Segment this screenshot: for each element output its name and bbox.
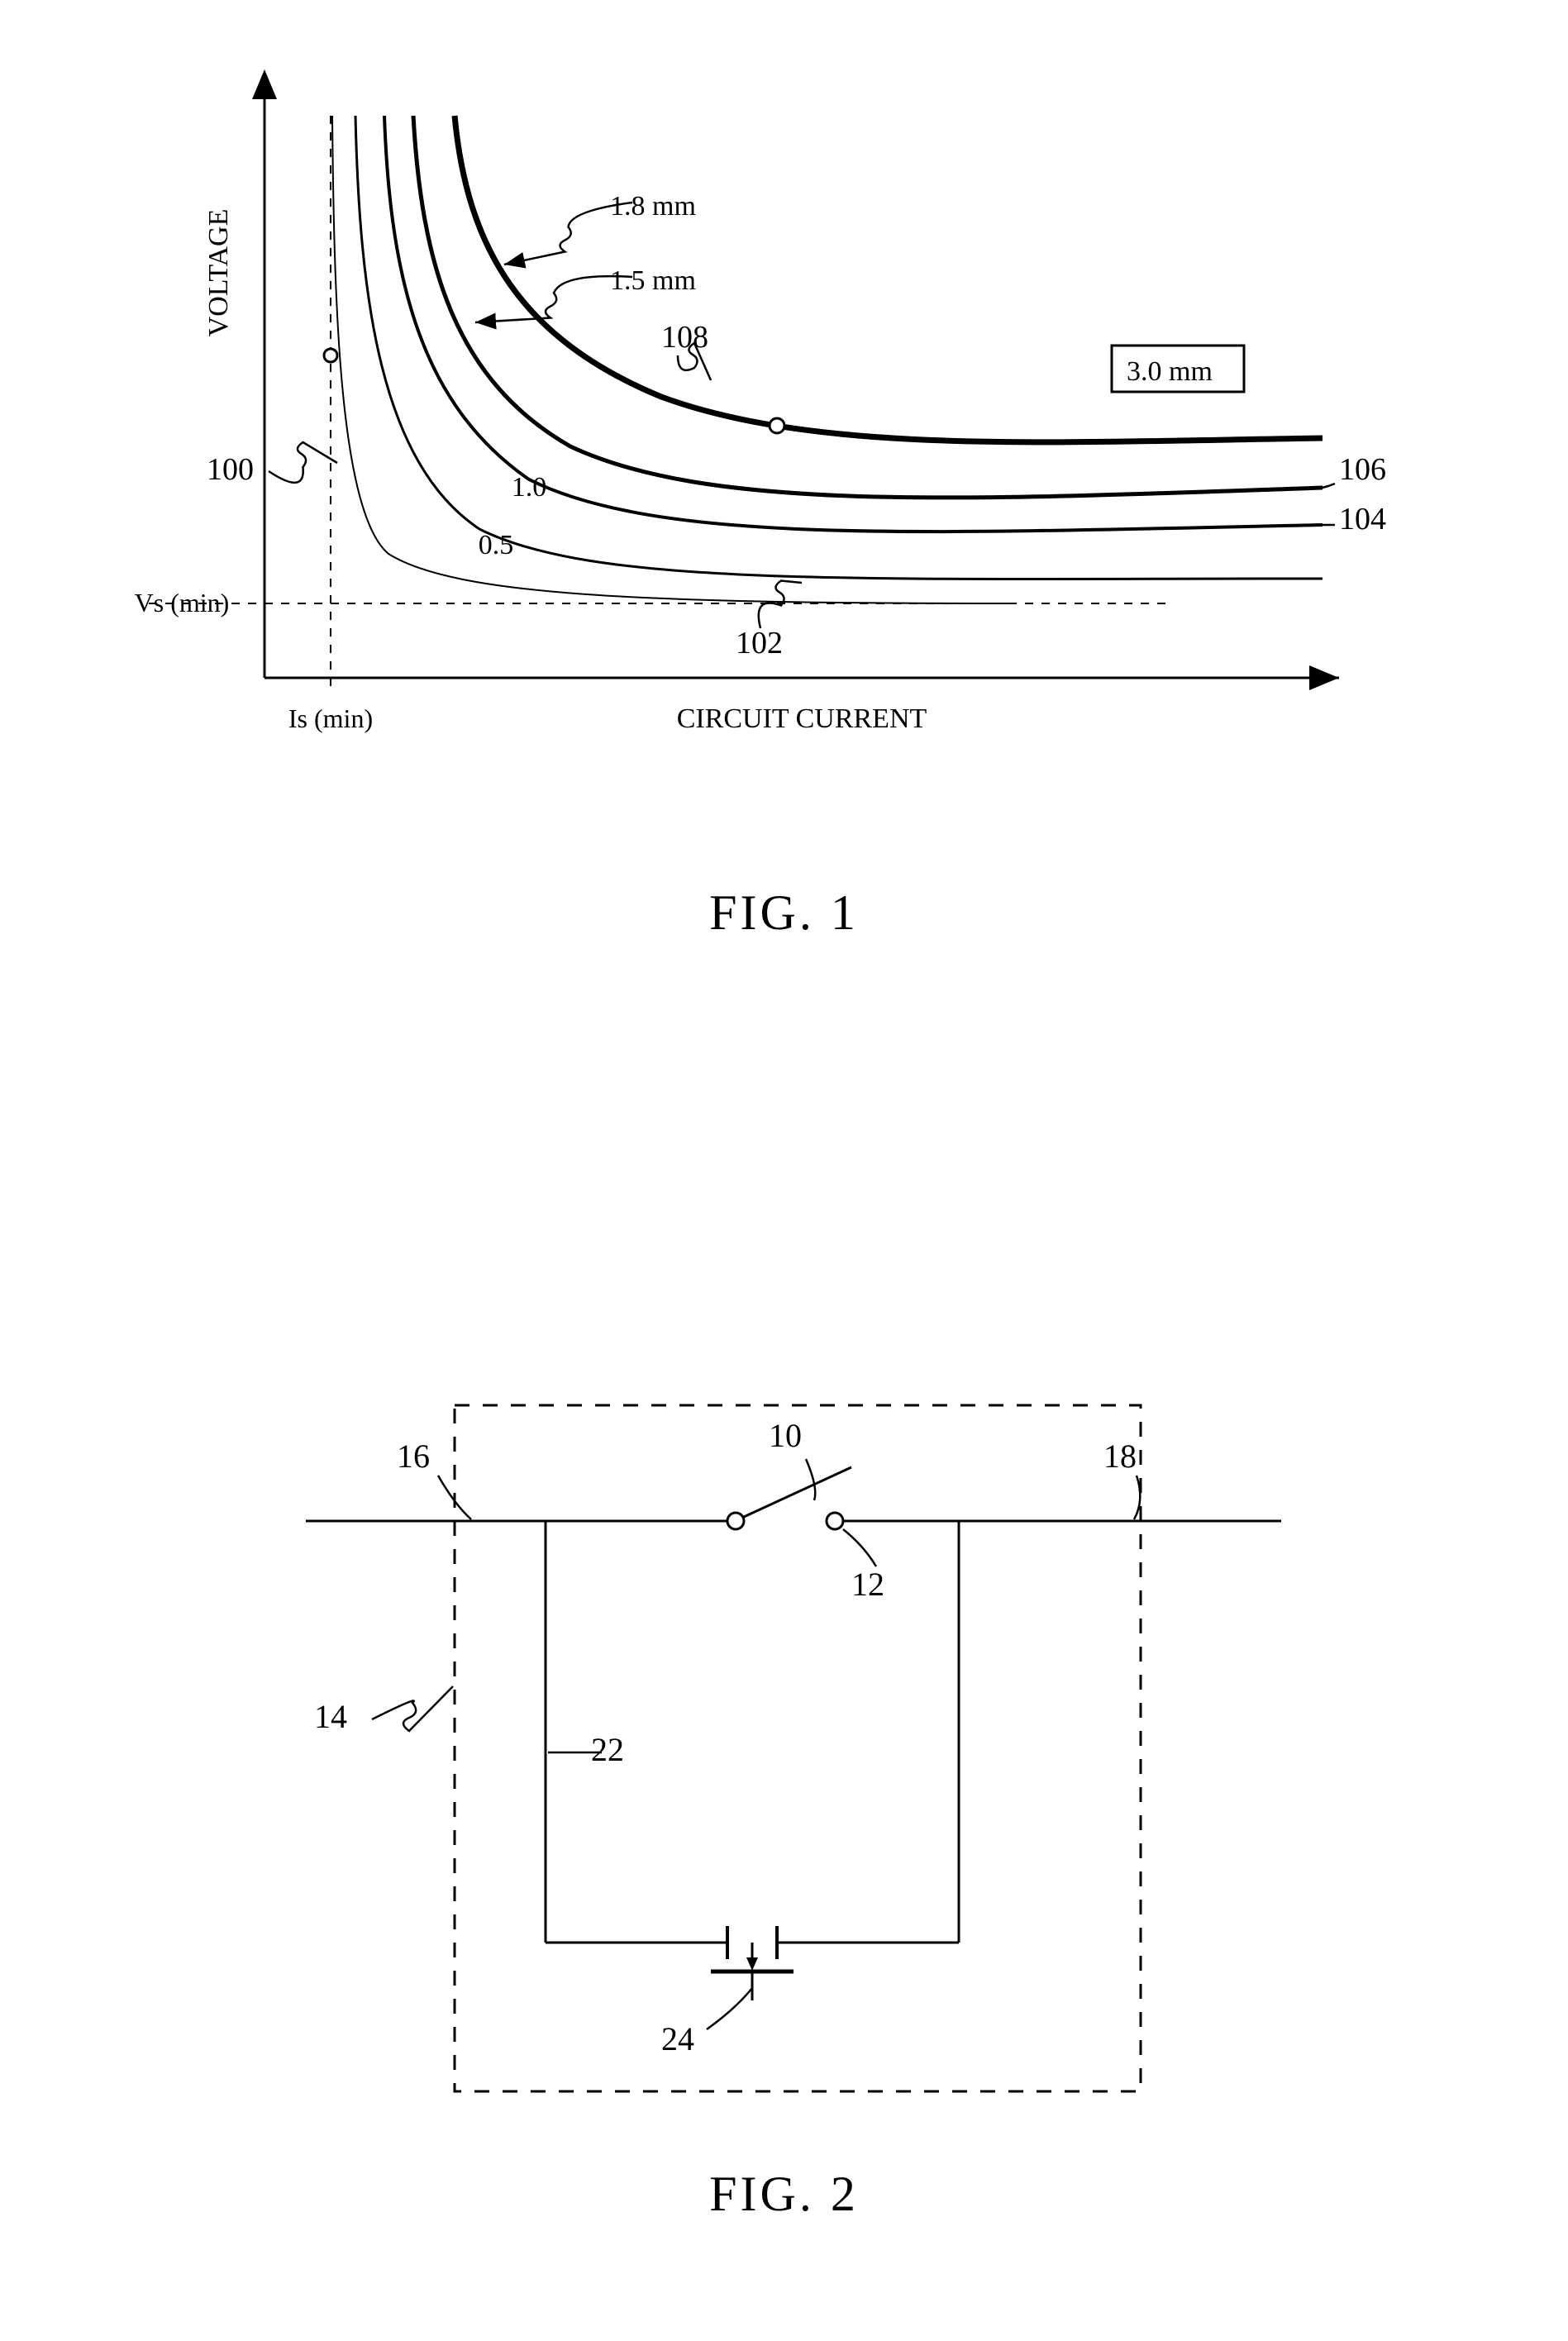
yaxis-intercept-marker xyxy=(324,349,337,362)
ref-lead-l12 xyxy=(843,1529,876,1566)
ref-label-c106: 106 xyxy=(1339,452,1386,487)
ref-label-l18: 18 xyxy=(1103,1437,1137,1475)
ref-label-l22: 22 xyxy=(591,1731,624,1768)
curve-c108 xyxy=(455,116,1323,442)
ref-lead-c106 xyxy=(1323,484,1335,488)
ref-lead-c102 xyxy=(759,581,802,629)
ref-label-l14: 14 xyxy=(314,1698,347,1735)
is-min-label: Is (min) xyxy=(288,703,373,733)
switch-terminal-left xyxy=(727,1513,744,1529)
vs-min-label: Vs (min) xyxy=(135,588,230,617)
gap-label-c108: 3.0 mm xyxy=(1127,356,1213,387)
enclosure-box xyxy=(455,1405,1141,2091)
ref-lead-l18 xyxy=(1134,1476,1140,1519)
ref-lead-c100 xyxy=(269,442,337,483)
ref-label-l10: 10 xyxy=(769,1417,802,1454)
figure-1-caption: FIG. 1 xyxy=(0,884,1568,942)
curve-group: 0.5 100 1.0 102 1.5 mm 104 1.8 mm 106 3.0 mm 108 xyxy=(207,116,1386,660)
x-axis-label: CIRCUIT CURRENT xyxy=(677,703,927,734)
switch-arm xyxy=(744,1467,851,1517)
ref-label-l12: 12 xyxy=(851,1566,884,1603)
figure-1-chart: 0.51001.01021.5 mm1041.8 mm1063.0 mm108 … xyxy=(99,50,1504,794)
ref-label-c100: 100 xyxy=(207,452,254,487)
figure-2-caption: FIG. 2 xyxy=(0,2166,1568,2223)
label-group: 16 10 18 12 14 22 24 xyxy=(314,1417,1140,2057)
curve-marker-c108 xyxy=(770,418,784,433)
curve-c104 xyxy=(384,116,1323,532)
ref-lead-l10 xyxy=(806,1459,815,1500)
gap-label-c100: 0.5 xyxy=(479,530,514,560)
gap-label-c106: 1.8 mm xyxy=(610,191,696,222)
switch-terminal-right xyxy=(827,1513,843,1529)
ref-lead-l14 xyxy=(372,1686,453,1731)
gap-arrow-c104 xyxy=(475,276,632,322)
gap-label-c102: 1.0 xyxy=(512,472,547,503)
y-axis-label: VOLTAGE xyxy=(203,209,234,337)
ref-label-l24: 24 xyxy=(661,2020,694,2057)
ref-lead-l24 xyxy=(707,1988,752,2029)
gap-label-c104: 1.5 mm xyxy=(610,265,696,296)
ref-label-c102: 102 xyxy=(736,626,783,660)
figure-2-schematic: 16 10 18 12 14 22 24 xyxy=(99,1323,1504,2149)
ref-label-c108: 108 xyxy=(661,320,708,355)
ref-label-c104: 104 xyxy=(1339,502,1386,536)
ref-label-l16: 16 xyxy=(397,1437,430,1475)
